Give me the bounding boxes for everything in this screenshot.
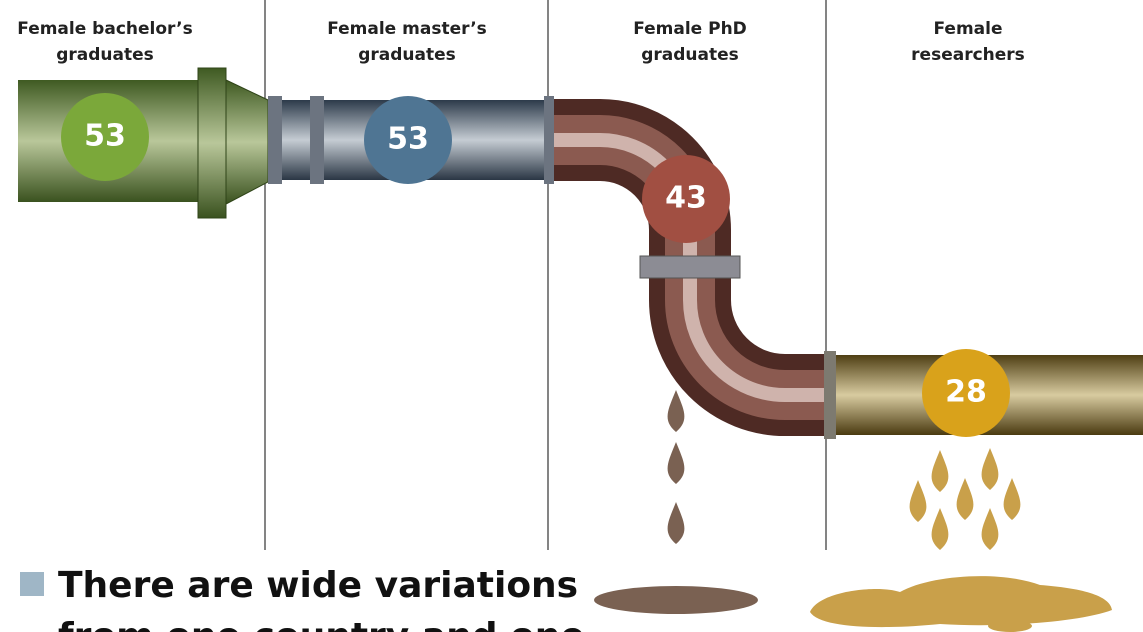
stage-label: Female: [934, 19, 1003, 39]
stage-label: graduates: [358, 45, 456, 65]
value-label: 53: [84, 119, 126, 154]
note-line: There are wide variations: [58, 565, 578, 606]
note-line: from one country and one: [58, 616, 585, 632]
value-label: 53: [387, 122, 429, 157]
pipeline-infographic: Female bachelor’s graduates Female maste…: [0, 0, 1143, 632]
column-dividers: [265, 0, 826, 550]
value-label: 28: [945, 375, 987, 410]
bullet: [20, 572, 44, 596]
stage-label: graduates: [56, 45, 154, 65]
stage-label: Female PhD: [633, 19, 747, 39]
value-label: 43: [665, 181, 707, 216]
stage-label: graduates: [641, 45, 739, 65]
researcher-leak: [810, 448, 1112, 632]
stage-label: researchers: [911, 45, 1025, 65]
stage-label: Female master’s: [327, 19, 487, 39]
stage-label: Female bachelor’s: [17, 19, 192, 39]
